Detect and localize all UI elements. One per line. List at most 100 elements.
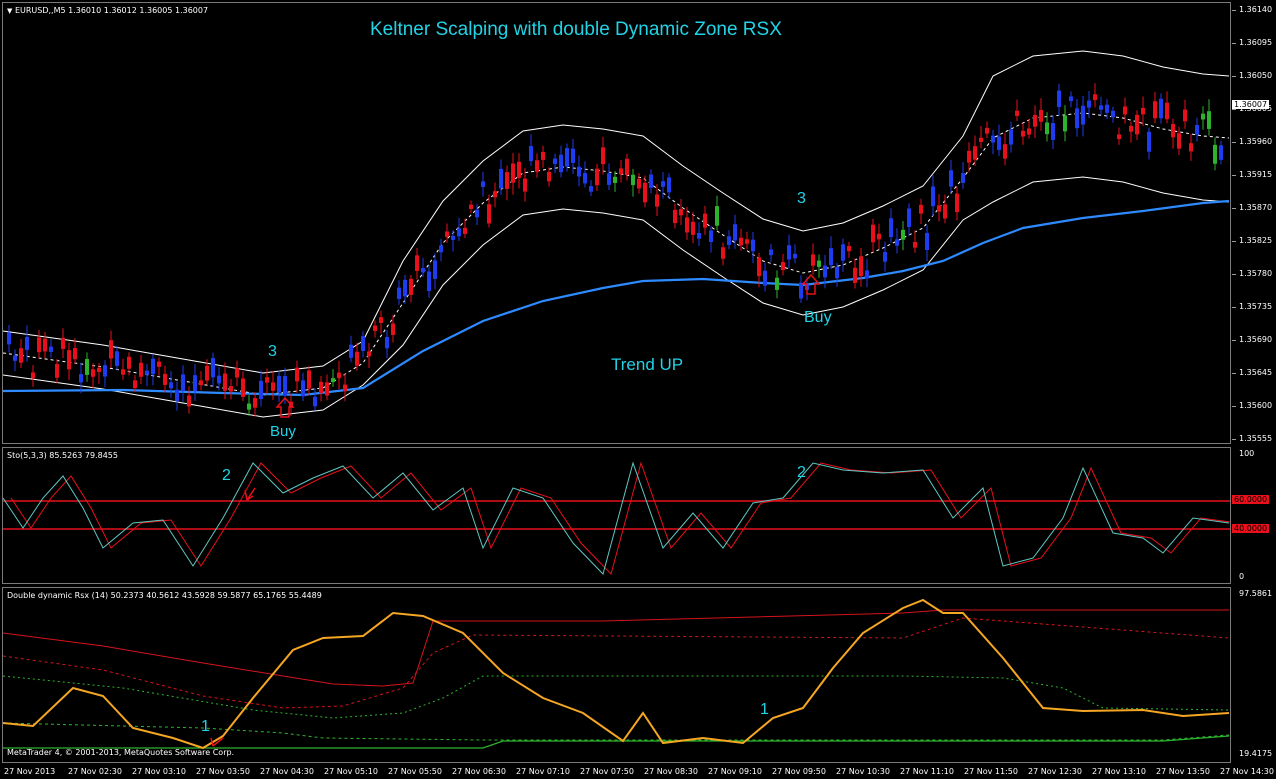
candle-body — [13, 355, 17, 361]
price-tick-label: 1.35960 — [1239, 137, 1273, 146]
candle-body — [115, 351, 119, 366]
candle-body — [721, 247, 725, 259]
keltner-middle-line — [3, 112, 1230, 396]
candle-body — [1111, 110, 1115, 118]
candle-body — [211, 357, 215, 378]
price-tick — [1232, 373, 1236, 374]
candle-body — [1099, 105, 1103, 110]
keltner-upper-band — [3, 50, 1230, 374]
candle-body — [133, 380, 137, 389]
sto-level-40-tag: 40.0000 — [1232, 524, 1270, 533]
wave-label-1-right: 1 — [760, 701, 769, 718]
candle-body — [997, 136, 1001, 150]
candle-body — [481, 181, 485, 187]
candle-body — [415, 255, 419, 271]
candle-body — [727, 236, 731, 245]
candle-body — [787, 245, 791, 260]
moving-average-line — [3, 199, 1230, 397]
candle-body — [241, 378, 245, 397]
candle-body — [55, 364, 59, 378]
candle-body — [151, 358, 155, 375]
candle-body — [235, 368, 239, 378]
rsx-axis-min: 19.4175 — [1239, 749, 1273, 758]
time-tick-label: 27 Nov 03:50 — [196, 767, 250, 776]
stochastic-axis: 100 0 — [1232, 447, 1276, 584]
candle-body — [517, 161, 521, 178]
candle-body — [271, 382, 275, 391]
rsx-lower-dynamic-line — [3, 675, 1230, 719]
candle-body — [541, 151, 545, 160]
candle-body — [649, 174, 653, 188]
candle-body — [1051, 123, 1055, 140]
stochastic-canvas — [3, 461, 1230, 575]
price-tick-label: 1.35735 — [1239, 302, 1273, 311]
rsx-upper-zone-line — [3, 609, 1229, 687]
time-tick-label: 27 Nov 08:30 — [644, 767, 698, 776]
candle-body — [835, 266, 839, 279]
candle-body — [1177, 133, 1181, 149]
candle-body — [1171, 123, 1175, 138]
candle-body — [757, 257, 761, 277]
candle-body — [877, 233, 881, 240]
candle-body — [121, 369, 125, 375]
candle-body — [223, 373, 227, 391]
candle-body — [331, 378, 335, 383]
price-tick — [1232, 274, 1236, 275]
trend-label: Trend UP — [611, 355, 684, 374]
candle-body — [1153, 101, 1157, 119]
candle-body — [661, 181, 665, 187]
candle-body — [991, 135, 995, 143]
price-tick — [1232, 142, 1236, 143]
candle-body — [733, 224, 737, 241]
candle-body — [1183, 109, 1187, 122]
time-axis[interactable]: 27 Nov 2013 27 Nov 02:30 27 Nov 03:10 27 No… — [2, 764, 1276, 779]
candle-body — [253, 398, 257, 408]
candle-body — [313, 396, 317, 407]
price-chart-panel[interactable]: ▼ EURUSD,,M5 1.36010 1.36012 1.36005 1.3… — [2, 2, 1231, 444]
sto-axis-min: 0 — [1239, 572, 1245, 581]
buy-arrow-icon — [275, 396, 295, 418]
candle-body — [421, 268, 425, 273]
candle-body — [637, 178, 641, 189]
time-tick-label: 27 Nov 11:50 — [964, 767, 1018, 776]
rsx-lower-zone-line — [3, 735, 1230, 749]
candle-body — [919, 204, 923, 214]
rsx-axis-max: 97.5861 — [1239, 589, 1273, 598]
candle-body — [385, 336, 389, 349]
time-tick-label: 27 Nov 05:10 — [324, 767, 378, 776]
rsx-panel[interactable]: Double dynamic Rsx (14) 50.2373 40.5612 … — [2, 587, 1231, 763]
candle-body — [1093, 94, 1097, 101]
candle-body — [457, 228, 461, 237]
price-tick — [1232, 208, 1236, 209]
sto-main-line — [3, 461, 1230, 575]
candle-body — [535, 160, 539, 172]
candle-body — [361, 336, 365, 351]
rsx-title: Double dynamic Rsx (14) 50.2373 40.5612 … — [7, 591, 322, 600]
candle-body — [319, 381, 323, 394]
price-axis[interactable]: 1.361401.360951.360501.360051.359601.359… — [1232, 2, 1276, 444]
time-tick-label: 27 Nov 06:30 — [452, 767, 506, 776]
candle-body — [985, 127, 989, 134]
candle-body — [859, 256, 863, 277]
stochastic-panel[interactable]: Sto(5,3,3) 85.5263 79.8455 2 2 — [2, 447, 1231, 584]
price-tick-label: 1.35600 — [1239, 401, 1273, 410]
price-tick — [1232, 109, 1236, 110]
candle-body — [1063, 115, 1067, 132]
candle-body — [799, 282, 803, 299]
keltner-lower-band — [3, 176, 1230, 418]
price-tick-label: 1.35870 — [1239, 203, 1273, 212]
candle-body — [763, 270, 767, 286]
candle-body — [145, 370, 149, 375]
candle-body — [229, 386, 233, 392]
price-tick — [1232, 439, 1236, 440]
candle-body — [19, 348, 23, 363]
rsx-check-mark-icon — [210, 737, 224, 747]
dropdown-triangle-icon[interactable]: ▼ — [7, 7, 13, 15]
candle-body — [955, 193, 959, 213]
candle-body — [871, 224, 875, 243]
candle-body — [175, 389, 179, 402]
candle-body — [1207, 111, 1211, 129]
price-tick — [1232, 307, 1236, 308]
candle-body — [793, 253, 797, 259]
candle-body — [337, 372, 341, 379]
